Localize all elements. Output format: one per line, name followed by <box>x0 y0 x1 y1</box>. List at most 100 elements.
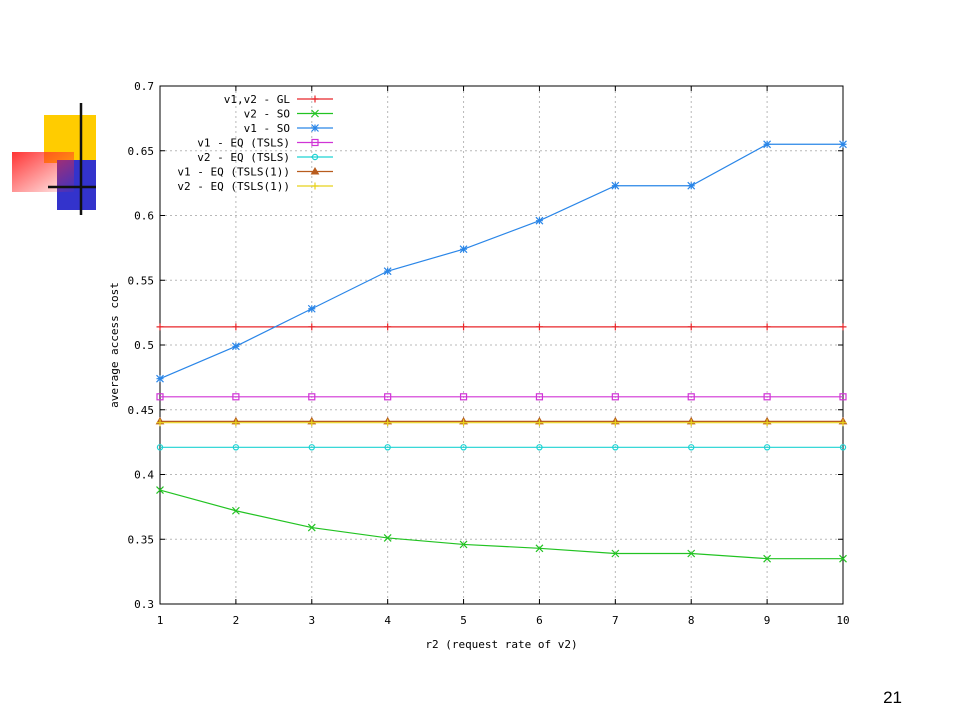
legend-marker <box>311 124 319 132</box>
legend-marker <box>311 153 319 161</box>
x-tick-label: 7 <box>612 614 619 627</box>
legend-label: v2 - EQ (TSLS(1)) <box>177 180 290 193</box>
legend-label: v1 - EQ (TSLS) <box>197 137 290 150</box>
data-point <box>611 419 619 427</box>
x-tick-label: 4 <box>384 614 391 627</box>
x-tick-label: 9 <box>764 614 771 627</box>
series-6 <box>156 419 847 427</box>
data-point <box>384 419 392 427</box>
legend-marker <box>311 182 319 190</box>
series-4 <box>156 444 847 451</box>
data-point <box>839 444 847 451</box>
data-point <box>383 534 392 542</box>
data-point <box>687 419 695 427</box>
data-point <box>611 549 620 558</box>
series-2 <box>156 140 847 383</box>
data-point <box>459 393 468 401</box>
data-point <box>383 267 392 276</box>
x-tick-label: 1 <box>157 614 164 627</box>
data-point <box>308 419 316 427</box>
data-point <box>460 419 468 427</box>
data-point <box>839 419 847 427</box>
data-point <box>535 393 544 401</box>
legend-marker <box>310 167 320 175</box>
data-point <box>232 444 240 451</box>
data-point <box>232 419 240 427</box>
series-line <box>159 489 843 560</box>
data-point <box>156 444 164 451</box>
data-point <box>307 304 316 313</box>
data-point <box>232 323 240 331</box>
data-point <box>687 549 696 558</box>
data-point <box>611 181 620 190</box>
y-tick-label: 0.3 <box>134 598 154 611</box>
data-point <box>156 419 164 427</box>
data-point <box>460 444 467 451</box>
x-tick-label: 6 <box>536 614 543 627</box>
legend-marker <box>311 138 319 147</box>
slide-logo <box>12 103 96 215</box>
data-point <box>459 245 468 254</box>
axes <box>159 85 844 605</box>
page-number: 21 <box>883 688 902 707</box>
legend-label: v2 - EQ (TSLS) <box>197 151 290 164</box>
data-point <box>763 140 772 149</box>
data-point <box>763 444 771 451</box>
legend-label: v1 - SO <box>244 122 290 135</box>
data-point <box>688 444 695 451</box>
y-tick-label: 0.5 <box>134 339 154 352</box>
data-point <box>307 523 316 532</box>
logo-red-square <box>12 152 74 192</box>
data-point <box>535 323 543 331</box>
data-point <box>611 393 619 401</box>
y-tick-label: 0.55 <box>128 274 155 287</box>
legend-label: v2 - SO <box>244 108 290 121</box>
data-point <box>535 419 543 427</box>
x-tick-label: 2 <box>233 614 240 627</box>
x-tick-label: 10 <box>836 614 849 627</box>
data-point <box>763 554 772 563</box>
data-point <box>384 393 392 401</box>
data-point <box>156 374 164 383</box>
y-axis-label: average access cost <box>108 282 121 408</box>
y-tick-label: 0.65 <box>128 145 155 158</box>
x-tick-label: 3 <box>308 614 315 627</box>
legend-label: v1 - EQ (TSLS(1)) <box>177 166 290 179</box>
data-point <box>763 323 771 331</box>
grid <box>160 86 843 604</box>
x-tick-label: 8 <box>688 614 695 627</box>
data-point <box>308 393 316 401</box>
data-point <box>687 323 695 331</box>
y-tick-label: 0.35 <box>128 533 155 546</box>
data-point <box>231 506 240 515</box>
legend-label: v1,v2 - GL <box>224 93 291 106</box>
x-axis-label: r2 (request rate of v2) <box>425 638 577 651</box>
data-point <box>839 554 847 563</box>
data-point <box>384 444 391 451</box>
data-point <box>687 393 695 401</box>
series-3 <box>156 393 847 401</box>
series-0 <box>156 323 847 331</box>
x-tick-label: 5 <box>460 614 467 627</box>
data-point <box>535 544 544 553</box>
data-point <box>156 393 164 401</box>
data-point <box>232 393 240 401</box>
legend-marker <box>311 95 319 103</box>
series-group <box>155 140 848 563</box>
data-point <box>308 444 315 451</box>
y-tick-label: 0.7 <box>134 80 154 93</box>
legend-marker <box>311 109 319 118</box>
data-point <box>763 393 771 401</box>
y-tick-label: 0.4 <box>134 469 154 482</box>
data-point <box>612 444 619 451</box>
data-point <box>687 181 696 190</box>
data-point <box>460 323 468 331</box>
data-point <box>611 323 619 331</box>
data-point <box>459 540 468 549</box>
data-point <box>536 444 543 451</box>
data-point <box>535 216 544 225</box>
series-line <box>159 143 843 380</box>
data-point <box>156 486 164 494</box>
